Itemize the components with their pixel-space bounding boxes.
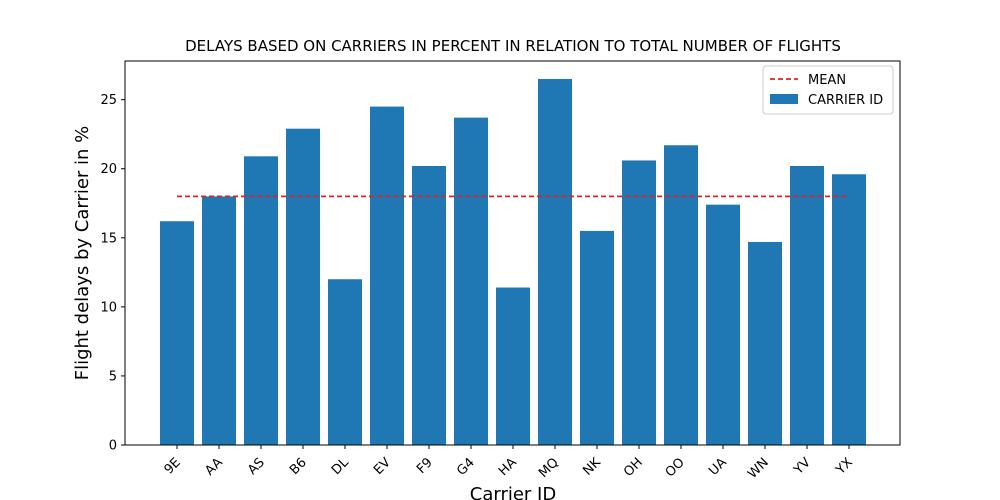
bar-ha bbox=[496, 287, 530, 445]
y-tick-label: 25 bbox=[100, 93, 117, 108]
bar-9e bbox=[160, 221, 194, 445]
chart-title: DELAYS BASED ON CARRIERS IN PERCENT IN R… bbox=[185, 37, 841, 55]
x-tick-label: OO bbox=[663, 455, 688, 480]
x-tick-label: G4 bbox=[454, 455, 478, 479]
x-tick-label: F9 bbox=[414, 455, 436, 477]
y-axis-label: Flight delays by Carrier in % bbox=[72, 126, 93, 381]
x-tick-label: WN bbox=[745, 455, 772, 482]
x-tick-label: HA bbox=[496, 455, 520, 479]
x-axis-label: Carrier ID bbox=[470, 484, 556, 500]
y-tick-label: 0 bbox=[109, 439, 117, 454]
legend-bar-swatch bbox=[770, 94, 798, 104]
x-tick-label: AA bbox=[202, 455, 226, 479]
y-tick-label: 10 bbox=[100, 300, 117, 315]
x-tick-label: AS bbox=[245, 455, 268, 478]
bar-g4 bbox=[454, 117, 488, 446]
bar-ev bbox=[370, 106, 404, 445]
bar-aa bbox=[202, 196, 236, 445]
bar-nk bbox=[580, 230, 614, 445]
bar-ua bbox=[706, 204, 740, 445]
x-tick-label: YV bbox=[791, 455, 814, 478]
y-axis: 0 5 10 15 20 25 bbox=[100, 93, 125, 454]
x-tick-label: YX bbox=[833, 455, 856, 478]
x-tick-label: 9E bbox=[162, 455, 184, 477]
bar-f9 bbox=[412, 165, 446, 445]
bars-group bbox=[160, 78, 866, 446]
x-tick-label: EV bbox=[371, 455, 394, 478]
x-tick-label: OH bbox=[621, 455, 646, 480]
x-tick-label: UA bbox=[706, 455, 730, 479]
bar-dl bbox=[328, 279, 362, 445]
x-tick-label: NK bbox=[580, 455, 604, 479]
legend: MEAN CARRIER ID bbox=[762, 65, 894, 115]
x-tick-label: DL bbox=[329, 455, 352, 478]
bar-as bbox=[244, 156, 278, 445]
y-tick-label: 15 bbox=[100, 231, 117, 246]
y-tick-label: 5 bbox=[109, 369, 117, 384]
bar-mq bbox=[538, 78, 572, 445]
x-axis: 9E AA AS B6 DL EV F9 G4 HA MQ NK OH OO UA WN YV YX bbox=[162, 445, 856, 482]
bar-yx bbox=[832, 174, 866, 446]
bar-b6 bbox=[286, 128, 320, 445]
bar-wn bbox=[748, 241, 782, 445]
legend-mean-label: MEAN bbox=[808, 73, 846, 88]
y-tick-label: 20 bbox=[100, 162, 117, 177]
legend-series-label: CARRIER ID bbox=[808, 93, 883, 108]
x-tick-label: B6 bbox=[287, 455, 310, 478]
bar-yv bbox=[790, 165, 824, 445]
bar-oh bbox=[622, 160, 656, 445]
bar-oo bbox=[664, 145, 698, 446]
x-tick-label: MQ bbox=[536, 455, 562, 481]
